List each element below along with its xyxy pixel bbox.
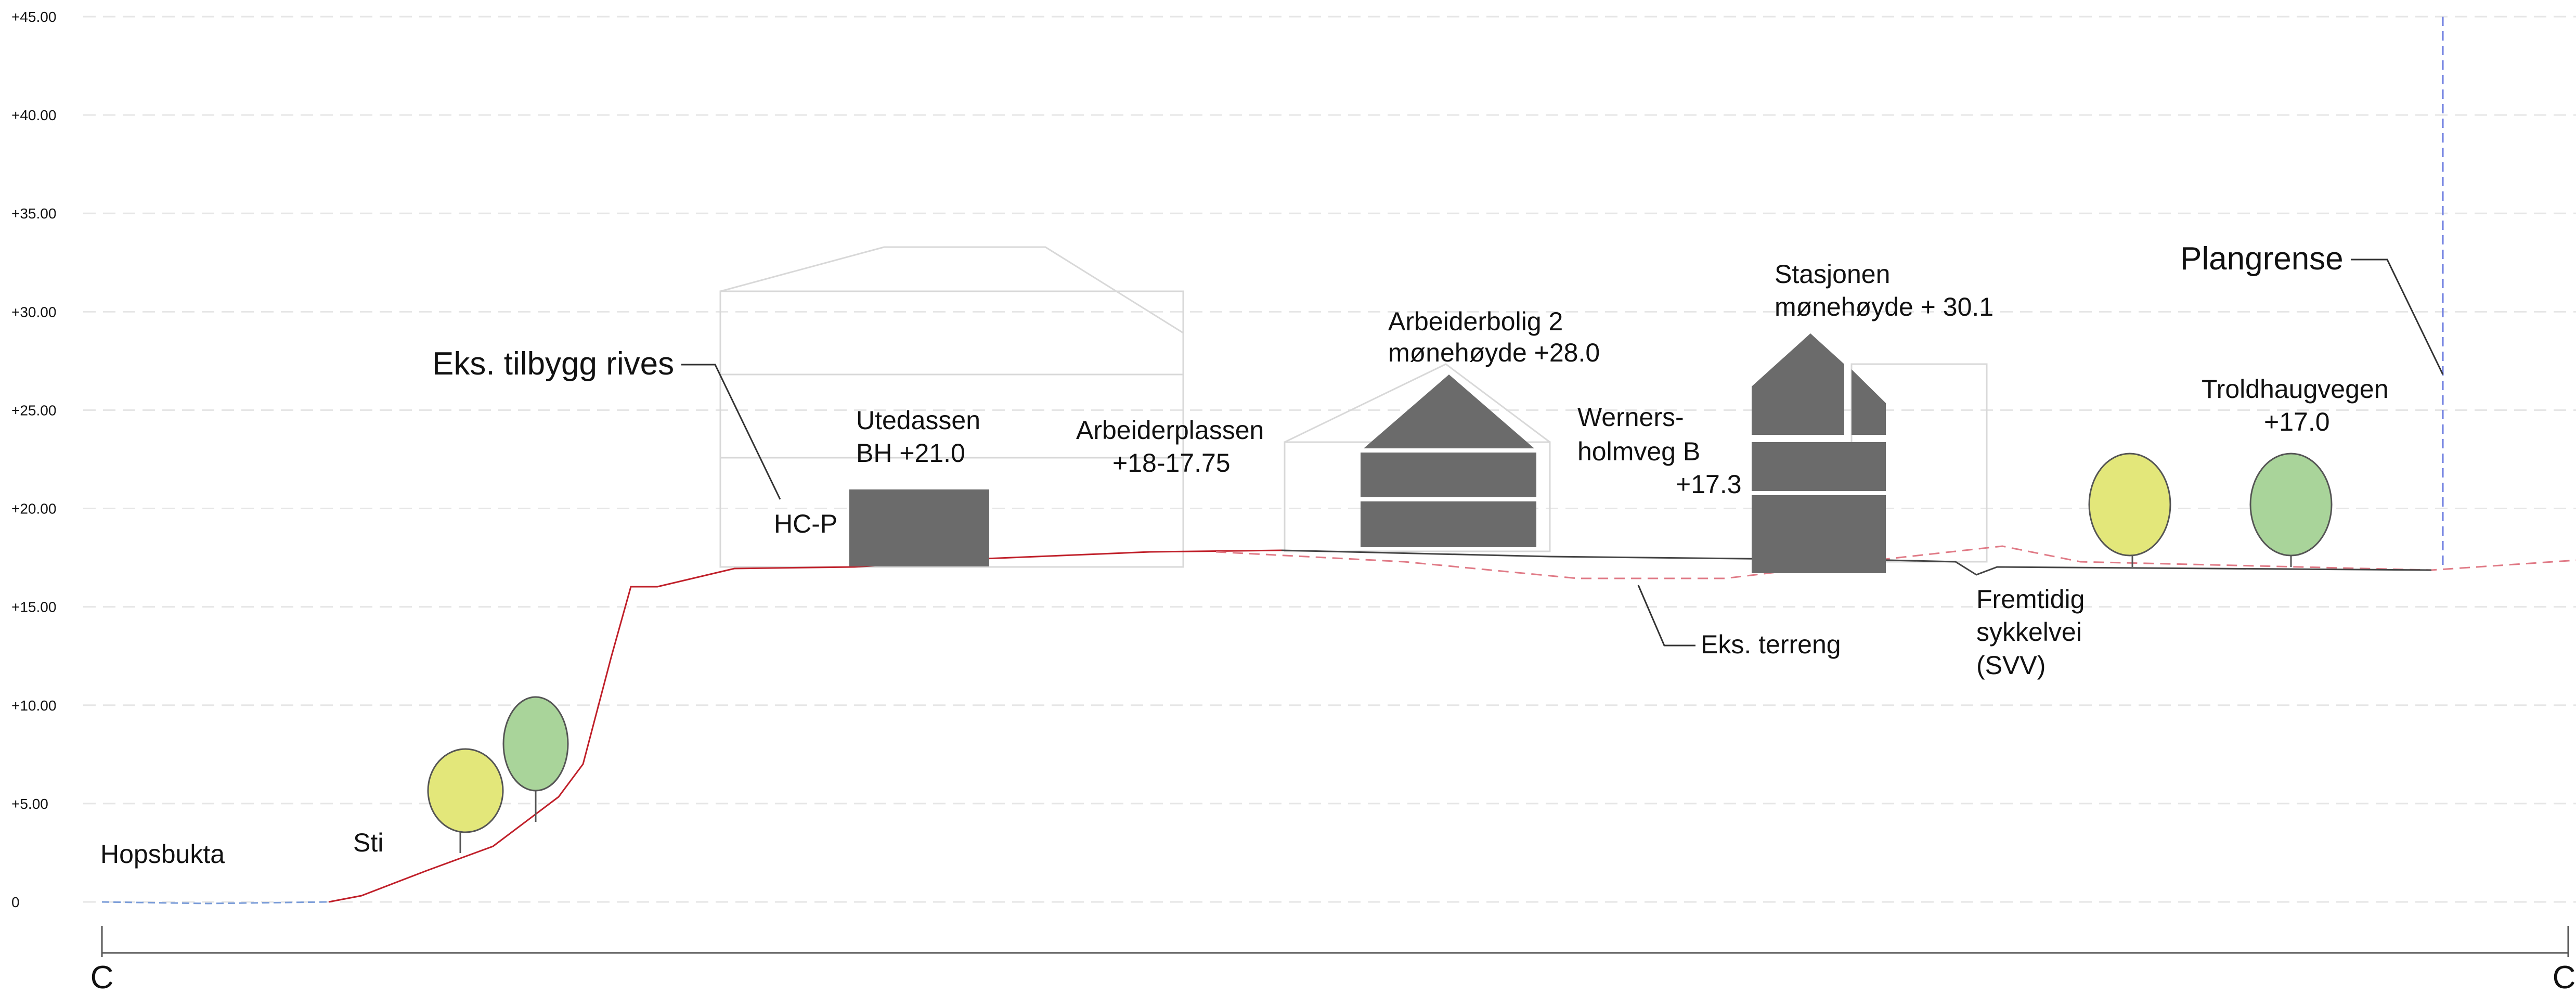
section-drawing: +45.00 +40.00 +35.00 +30.00 +25.00 +20.00 +15.…: [0, 0, 2576, 994]
label: (SVV): [1976, 651, 2046, 680]
level-label: +10.00: [11, 698, 56, 714]
stasjonen-body: [1752, 442, 1886, 573]
section-mark: C: [90, 960, 114, 994]
label: Utedassen: [856, 406, 980, 435]
level-label: +30.00: [11, 304, 56, 320]
label: Eks. terreng: [1701, 630, 1841, 659]
section-mark: C: [2553, 960, 2576, 994]
label: Fremtidig: [1976, 585, 2085, 614]
level-label: +15.00: [11, 599, 56, 615]
level-label: +40.00: [11, 107, 56, 123]
label: sykkelvei: [1976, 617, 2082, 647]
terrain-line: [329, 550, 1281, 902]
stasjonen-roof: [1752, 333, 1844, 435]
label: holmveg B: [1577, 437, 1700, 466]
label: +18-17.75: [1112, 448, 1231, 477]
label: Troldhaugvegen: [2202, 375, 2389, 404]
level-label: 0: [11, 894, 20, 910]
label: Arbeiderplassen: [1076, 416, 1264, 445]
label: +17.3: [1676, 470, 1742, 499]
utedassen-building: [849, 489, 989, 566]
level-label: +35.00: [11, 205, 56, 222]
label: Arbeiderbolig 2: [1388, 307, 1563, 336]
water-line: [102, 902, 329, 903]
label: mønehøyde +28.0: [1388, 338, 1600, 367]
level-label: +20.00: [11, 501, 56, 517]
level-label: +5.00: [11, 796, 48, 812]
level-label: +25.00: [11, 402, 56, 418]
label: BH +21.0: [856, 438, 965, 468]
label: Sti: [353, 828, 383, 857]
label: mønehøyde + 30.1: [1775, 292, 1994, 321]
label: +17.0: [2264, 407, 2330, 436]
level-scale: +45.00 +40.00 +35.00 +30.00 +25.00 +20.00 +15.…: [11, 9, 2576, 910]
section-line: [102, 926, 2568, 957]
label: Hopsbukta: [100, 840, 225, 869]
label: HC-P: [774, 509, 837, 538]
label: Plangrense: [2180, 241, 2344, 277]
label: Stasjonen: [1775, 260, 1890, 289]
label: Werners-: [1577, 403, 1684, 432]
label: Eks. tilbygg rives: [432, 346, 674, 382]
level-label: +45.00: [11, 9, 56, 25]
